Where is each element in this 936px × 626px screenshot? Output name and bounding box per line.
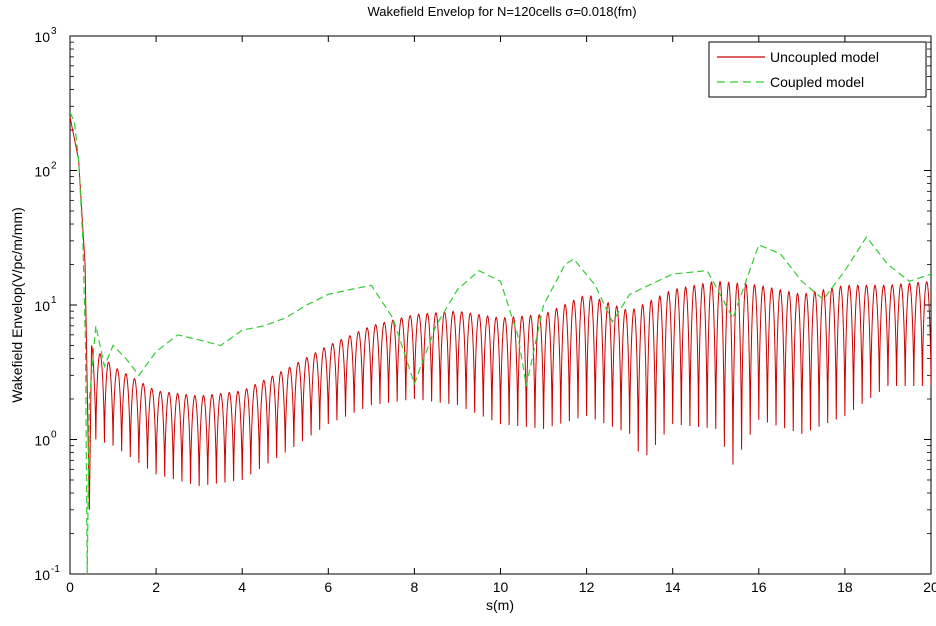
y-tick-label: 10 xyxy=(34,298,50,314)
y-tick-label: 10 xyxy=(34,567,50,583)
x-tick-label: 6 xyxy=(324,579,332,595)
x-tick-label: 20 xyxy=(923,579,936,595)
legend: Uncoupled model Coupled model xyxy=(708,41,927,98)
y-tick-exponent: 0 xyxy=(51,430,57,441)
y-tick-exponent: 2 xyxy=(51,161,57,172)
y-tick-label: 10 xyxy=(34,433,50,449)
x-axis: 0 2 4 6 8 10 12 14 16 18 20 xyxy=(66,36,936,595)
series-uncoupled-line xyxy=(70,116,931,510)
x-tick-label: 4 xyxy=(238,579,246,595)
x-tick-label: 12 xyxy=(579,579,595,595)
series-layer xyxy=(70,112,931,574)
y-tick-label: 10 xyxy=(34,164,50,180)
series-coupled-line xyxy=(70,112,931,574)
y-tick-exponent: -1 xyxy=(51,564,60,575)
y-axis-label: Wakefield Envelop(V/pc/m/mm) xyxy=(9,207,25,403)
x-tick-label: 8 xyxy=(411,579,419,595)
x-tick-label: 16 xyxy=(751,579,767,595)
x-tick-label: 2 xyxy=(152,579,160,595)
x-axis-label: s(m) xyxy=(486,597,514,613)
y-tick-exponent: 3 xyxy=(51,26,57,37)
chart-title: Wakefield Envelop for N=120cells σ=0.018… xyxy=(367,4,636,19)
y-tick-exponent: 1 xyxy=(51,295,57,306)
legend-label-coupled: Coupled model xyxy=(770,74,864,90)
axes-box xyxy=(69,35,932,575)
x-tick-label: 14 xyxy=(665,579,681,595)
x-tick-label: 10 xyxy=(493,579,509,595)
x-tick-label: 0 xyxy=(66,579,74,595)
x-tick-label: 18 xyxy=(837,579,853,595)
legend-label-uncoupled: Uncoupled model xyxy=(770,49,879,65)
y-tick-label: 10 xyxy=(34,29,50,45)
legend-box xyxy=(708,41,927,98)
